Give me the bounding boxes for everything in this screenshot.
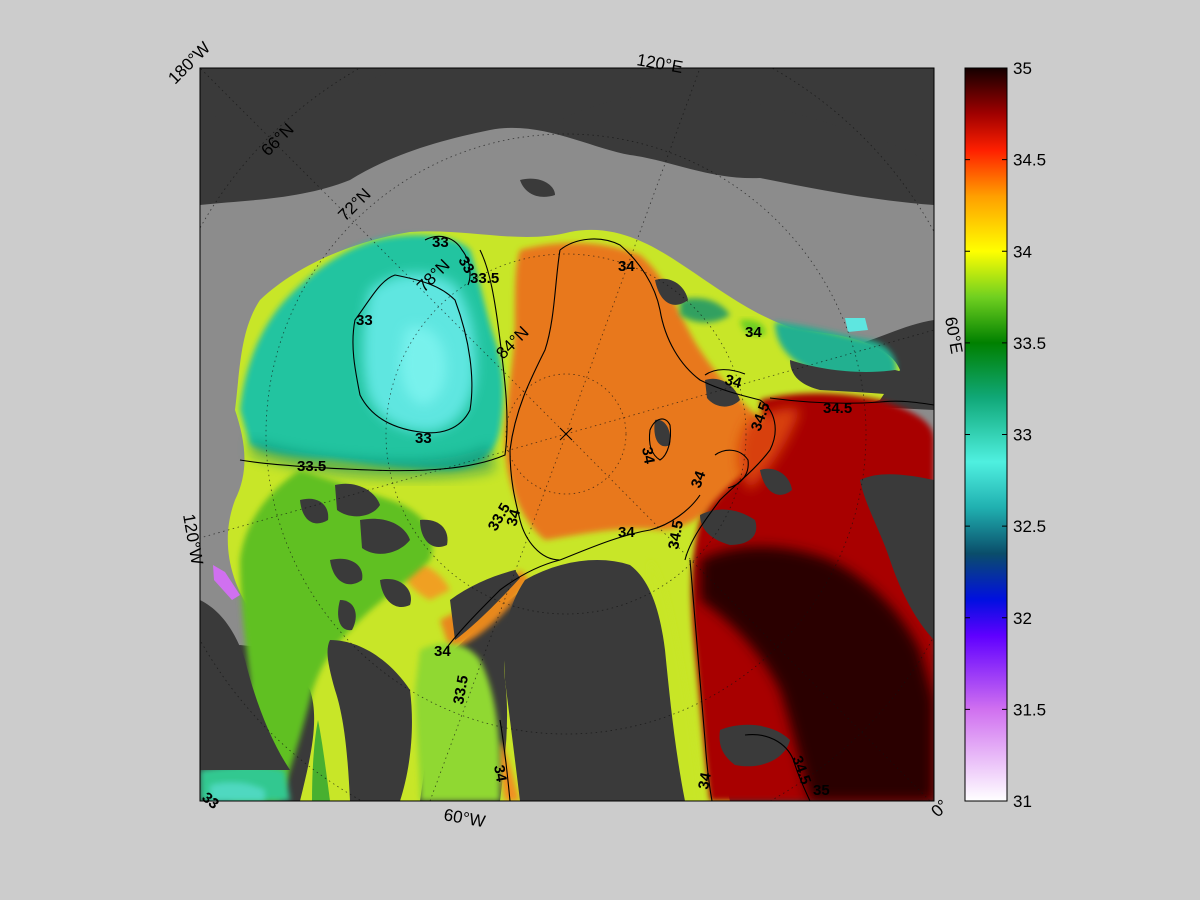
greenland-east-coast-water — [649, 560, 700, 801]
wrangel-island — [520, 178, 555, 197]
fresh-basin-shadow — [250, 440, 495, 479]
map-frame — [199, 67, 935, 802]
salty-inflow-orange-fringe — [738, 408, 800, 490]
contour-label: 34 — [745, 324, 762, 341]
colorbar-tick-label: 32 — [1013, 609, 1032, 628]
colorbar-tick-label: 35 — [1013, 59, 1032, 78]
archipelago-island-4 — [330, 558, 363, 585]
contour-label: 33 — [356, 312, 373, 329]
contour-label: 34.5 — [823, 400, 852, 417]
colorbar-ticks: 35 34.5 34 33.5 33 32.5 32 31.5 31 — [965, 59, 1046, 811]
contour-label: 33.5 — [470, 270, 499, 287]
contour-label: 34 — [503, 507, 524, 528]
contour-label: 34 — [638, 446, 658, 466]
svalbard — [700, 509, 757, 545]
saltiest-core — [700, 546, 934, 801]
severnaya-zemlya — [654, 419, 671, 447]
colorbar-tick-label: 33.5 — [1013, 334, 1046, 353]
hudson-water-teal — [210, 782, 265, 801]
alaska-mainland — [200, 68, 400, 120]
siberian-coastal-water-west — [680, 298, 730, 323]
contour-34-west — [509, 249, 561, 561]
colorbar-tick-label: 32.5 — [1013, 517, 1046, 536]
baffin-bay-water — [415, 643, 500, 801]
colorbar-tick-label: 34 — [1013, 242, 1032, 261]
contour-label: 34 — [434, 643, 451, 660]
longitude-label: 60°W — [442, 805, 486, 831]
contour-labels: 33 33 33.5 33 33 33.5 33.5 34 34 34 34 3… — [198, 234, 852, 813]
scandinavia — [860, 474, 934, 640]
contour-label: 34 — [618, 524, 635, 541]
archipelago-island-6 — [338, 600, 356, 631]
contour-34-kara — [704, 369, 746, 376]
atlantic-water-lincoln — [498, 740, 520, 801]
baffin-island — [327, 640, 412, 801]
atlantic-water — [505, 243, 763, 540]
contour-label: 34 — [490, 764, 510, 784]
contour-label: 34.5 — [665, 519, 687, 551]
contour-label: 33 — [432, 234, 449, 251]
north-pole-marker — [559, 427, 573, 441]
archipelago-island-5 — [380, 579, 411, 608]
colorbar: 35 34.5 34 33.5 33 32.5 32 31.5 31 — [964, 59, 1046, 811]
contour-34-south — [559, 494, 701, 561]
longitude-label: 60°E — [941, 315, 966, 355]
archipelago-island-1 — [335, 483, 380, 517]
new-siberian-islands — [655, 278, 688, 305]
contour-34-atlantic — [559, 238, 761, 401]
north-america-mainland — [200, 600, 290, 770]
contour-label: 33.5 — [297, 458, 326, 475]
contours — [239, 235, 934, 801]
contour-label: 34 — [618, 258, 635, 275]
contour-33.5-basin — [239, 249, 508, 472]
colorbar-gradient — [964, 67, 1008, 802]
map-panel — [200, 68, 934, 801]
contour-34-svalbard — [714, 449, 749, 489]
colorbar-tick-label: 31 — [1013, 792, 1032, 811]
colorbar-tick-label: 33 — [1013, 426, 1032, 445]
contour-label: 35 — [813, 782, 830, 799]
kara-coast — [790, 360, 934, 398]
contour-34.5-north — [769, 397, 934, 406]
land-masses — [200, 68, 934, 801]
contour-34-ne-greenland — [689, 559, 713, 801]
contour-34.5-iceland — [744, 734, 811, 801]
contour-34-greenland — [444, 559, 561, 651]
contour-33-top — [424, 235, 471, 286]
contour-34-fram — [648, 418, 672, 461]
salinity-field — [200, 229, 934, 801]
archipelago-island-7 — [420, 519, 448, 548]
archipelago-island-3 — [300, 498, 329, 524]
colorbar-tick-label: 31.5 — [1013, 700, 1046, 719]
contour-label: 34 — [688, 468, 710, 490]
siberian-coastal-water — [775, 322, 897, 378]
colorbar-tick-label: 34.5 — [1013, 151, 1046, 170]
contour-label: 34 — [723, 371, 744, 392]
contour-label: 34 — [695, 771, 715, 791]
contour-34-baffin — [499, 719, 511, 801]
novaya-zemlya — [760, 468, 792, 495]
contour-label: 33 — [415, 430, 432, 447]
siberia-mainland — [560, 68, 934, 180]
cyan-patch — [845, 318, 868, 332]
iceland — [719, 724, 790, 767]
green-channel-west — [312, 720, 330, 801]
graticule — [200, 68, 934, 801]
contour-label: 33.5 — [450, 674, 472, 706]
archipelago-island-2 — [360, 518, 410, 554]
kara-fresh-patch — [740, 319, 766, 336]
contour-33-inner — [352, 274, 473, 434]
freshest-core-highlight — [400, 326, 447, 405]
contour-label: 33 — [455, 254, 478, 277]
greenland — [504, 560, 685, 801]
purple-fresh-patch — [213, 565, 240, 600]
